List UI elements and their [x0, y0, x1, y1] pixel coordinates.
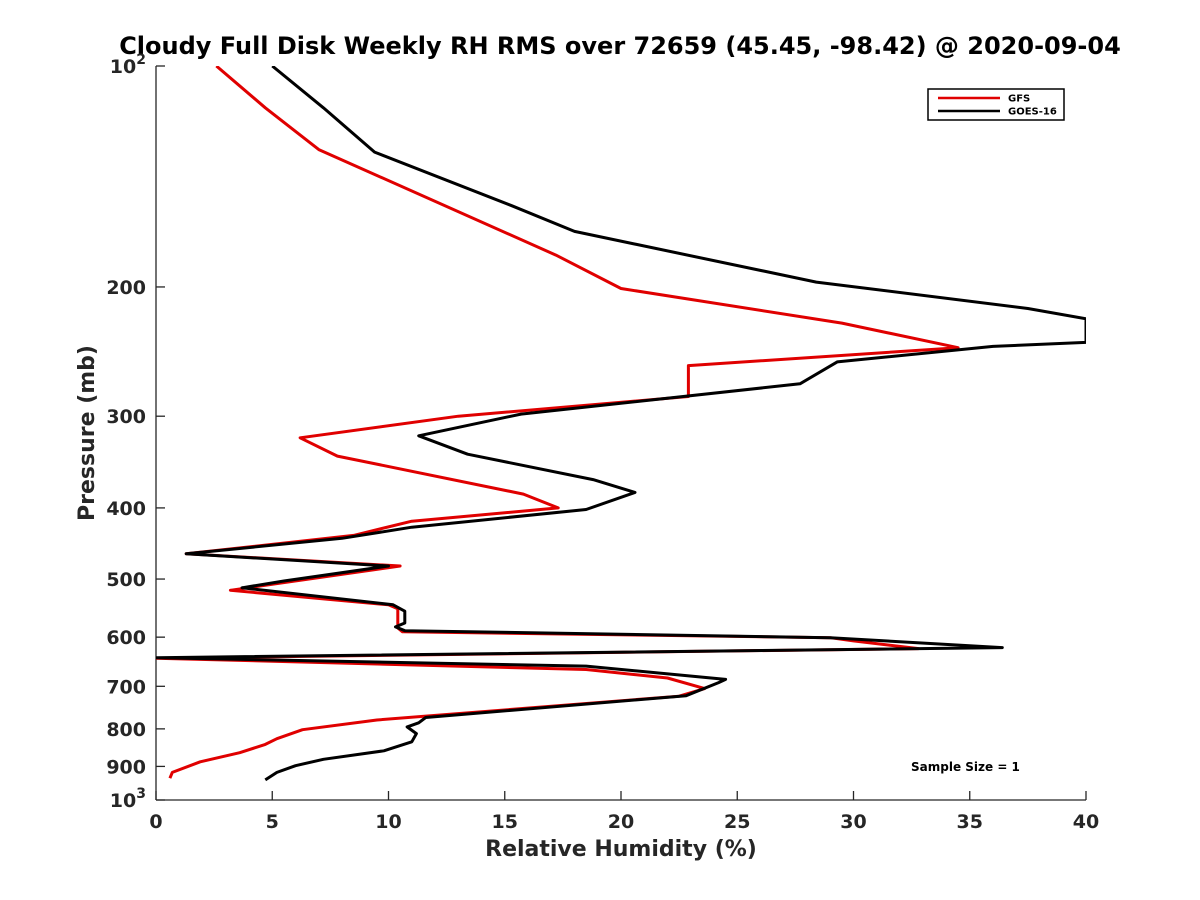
x-ticks: 0 5 10 15 20 25 30 35 40 — [149, 791, 1099, 833]
x-tick-label: 0 — [149, 811, 162, 833]
series-line-goes16 — [156, 66, 1086, 782]
legend-box — [927, 88, 1065, 121]
legend: GFS GOES-16 — [927, 88, 1065, 121]
legend-label-gfs: GFS — [1008, 94, 1030, 105]
x-tick-label: 40 — [1073, 811, 1099, 833]
x-tick-label: 30 — [840, 811, 866, 833]
x-tick-label: 5 — [266, 811, 279, 833]
y-tick-label: 103 — [110, 786, 146, 812]
y-tick-label: 900 — [106, 756, 146, 778]
y-tick-label: 500 — [106, 569, 146, 591]
y-tick-label: 600 — [106, 627, 146, 649]
legend-label-goes16: GOES-16 — [1008, 107, 1057, 118]
x-tick-label: 25 — [724, 811, 750, 833]
series-line-gfs — [156, 66, 960, 779]
series-layer — [156, 66, 1086, 782]
y-axis-label: Pressure (mb) — [75, 345, 100, 521]
chart-title: Cloudy Full Disk Weekly RH RMS over 7265… — [119, 32, 1121, 60]
y-tick-label: 200 — [106, 277, 146, 299]
plot-area — [155, 66, 1086, 801]
x-axis-label: Relative Humidity (%) — [485, 837, 757, 862]
y-tick-label: 300 — [106, 406, 146, 428]
x-tick-label: 10 — [375, 811, 401, 833]
y-tick-label: 400 — [106, 498, 146, 520]
y-tick-label: 700 — [106, 676, 146, 698]
sample-size-annotation: Sample Size = 1 — [911, 760, 1020, 774]
y-ticks: 102 200 300 400 500 600 700 800 900 103 — [106, 52, 165, 812]
x-tick-label: 20 — [608, 811, 634, 833]
y-tick-label: 102 — [110, 52, 146, 78]
y-tick-label: 800 — [106, 719, 146, 741]
x-tick-label: 15 — [492, 811, 518, 833]
x-tick-label: 35 — [957, 811, 983, 833]
